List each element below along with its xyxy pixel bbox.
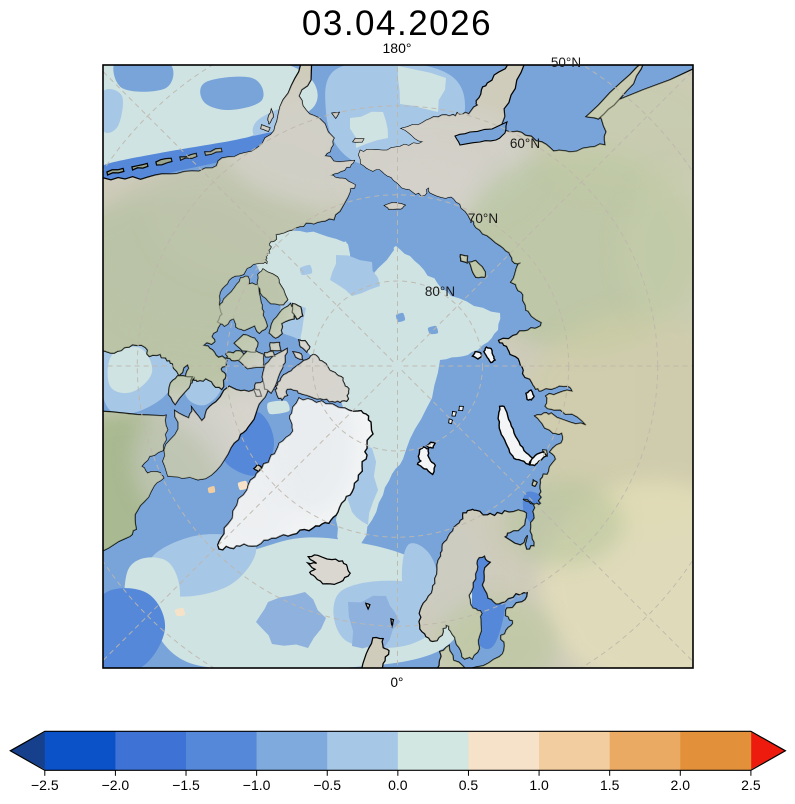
svg-text:80°N: 80°N [425,284,455,299]
svg-text:1.0: 1.0 [529,777,549,793]
svg-text:−1.0: −1.0 [243,777,271,793]
svg-text:−0.5: −0.5 [313,777,341,793]
svg-text:2.0: 2.0 [671,777,691,793]
svg-text:−1.5: −1.5 [172,777,200,793]
svg-text:1.5: 1.5 [600,777,620,793]
svg-text:2.5: 2.5 [741,777,761,793]
svg-text:70°N: 70°N [468,211,498,226]
svg-text:60°N: 60°N [510,136,540,151]
svg-text:−2.0: −2.0 [102,777,130,793]
svg-text:50°N: 50°N [551,55,581,70]
svg-text:180°: 180° [383,40,412,56]
svg-text:0.0: 0.0 [388,777,408,793]
svg-text:0.5: 0.5 [459,777,479,793]
svg-text:−2.5: −2.5 [31,777,59,793]
svg-text:03.04.2026: 03.04.2026 [302,4,492,43]
svg-text:0°: 0° [391,675,404,690]
